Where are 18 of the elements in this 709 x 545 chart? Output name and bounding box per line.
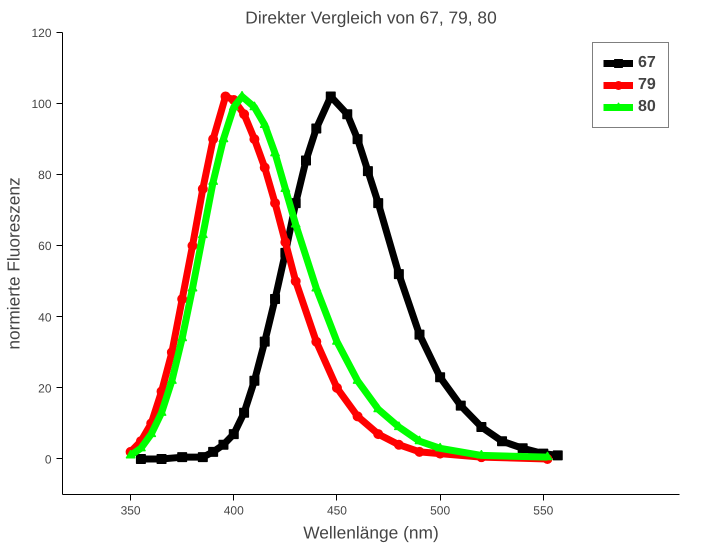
legend-label: 80 (638, 98, 657, 116)
y-tick-label: 100 (31, 97, 52, 112)
legend-label: 79 (638, 76, 657, 94)
y-tick-label: 20 (38, 381, 52, 396)
x-tick-label: 500 (430, 504, 450, 518)
y-tick-label: 0 (44, 452, 52, 466)
x-axis-title: Wellenlänge (nm) (303, 522, 439, 542)
y-tick-label: 80 (38, 168, 52, 182)
y-axis-title: normierte Fluoreszenz (3, 177, 24, 350)
y-tick-label: 60 (38, 239, 52, 254)
x-tick-label: 450 (326, 504, 348, 518)
y-tick-label: 120 (31, 26, 52, 40)
x-tick-label: 550 (533, 504, 554, 518)
chart-title: Direkter Vergleich von 67, 79, 80 (245, 8, 497, 28)
legend-label: 67 (638, 54, 657, 72)
x-tick-label: 400 (224, 504, 244, 518)
y-tick-label: 40 (38, 310, 52, 324)
x-tick-label: 350 (120, 504, 141, 518)
